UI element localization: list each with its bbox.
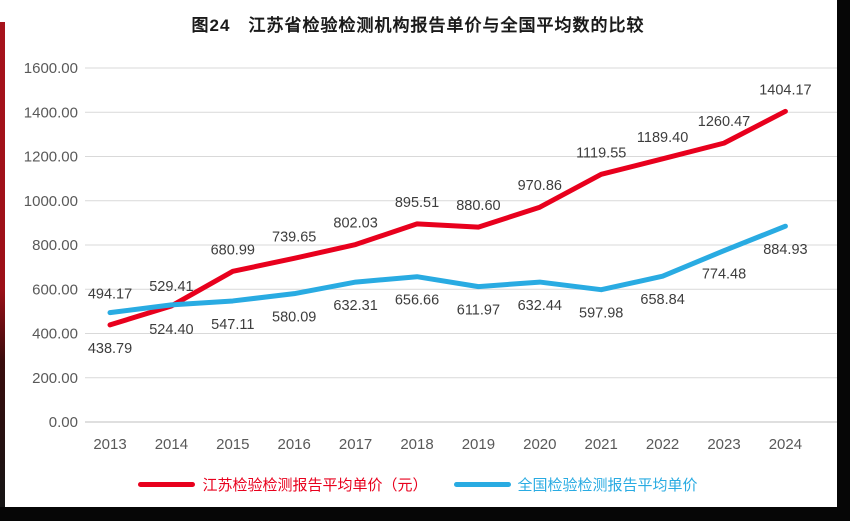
- x-axis-tick-label: 2024: [769, 436, 802, 453]
- chart-title: 图24 江苏省检验检测机构报告单价与全国平均数的比较: [191, 16, 645, 35]
- scan-edge-right: [837, 0, 850, 521]
- data-label: 656.66: [395, 293, 439, 309]
- chart-legend: 江苏检验检测报告平均单价（元） 全国检验检测报告平均单价: [0, 468, 836, 500]
- data-label: 895.51: [395, 195, 439, 211]
- data-label: 494.17: [88, 287, 132, 303]
- y-axis-tick-label: 400.00: [32, 326, 78, 343]
- data-label: 1189.40: [637, 130, 688, 146]
- y-axis-tick-label: 1200.00: [24, 149, 78, 166]
- x-axis-tick-label: 2017: [339, 436, 372, 453]
- data-label: 1119.55: [576, 145, 626, 161]
- data-label: 970.86: [518, 178, 562, 194]
- x-axis-tick-label: 2020: [523, 436, 556, 453]
- legend-label-national: 全国检验检测报告平均单价: [517, 476, 698, 494]
- data-label: 880.60: [456, 198, 500, 214]
- data-label: 680.99: [211, 242, 255, 258]
- legend-swatch-jiangsu: [138, 481, 196, 487]
- data-label: 632.44: [518, 298, 562, 314]
- x-axis-tick-label: 2013: [93, 436, 126, 453]
- y-axis-tick-label: 1000.00: [24, 193, 78, 210]
- y-axis-tick-label: 0.00: [49, 414, 78, 431]
- y-axis-tick-label: 800.00: [32, 237, 78, 254]
- data-label: 1404.17: [759, 82, 811, 98]
- data-label: 597.98: [579, 306, 623, 322]
- series-line-1[interactable]: [107, 223, 788, 316]
- data-label: 774.48: [702, 267, 746, 283]
- legend-item-national[interactable]: 全国检验检测报告平均单价: [453, 474, 698, 495]
- data-label: 739.65: [272, 229, 316, 245]
- scan-edge-bottom: [0, 507, 850, 521]
- data-label: 802.03: [333, 216, 377, 232]
- data-label: 524.40: [149, 322, 193, 338]
- data-label: 884.93: [763, 242, 807, 258]
- data-label: 438.79: [88, 341, 132, 357]
- data-label: 658.84: [640, 292, 684, 308]
- data-label: 547.11: [211, 317, 254, 333]
- data-label: 611.97: [457, 303, 500, 319]
- x-axis-tick-label: 2023: [707, 436, 740, 453]
- legend-item-jiangsu[interactable]: 江苏检验检测报告平均单价（元）: [138, 474, 428, 495]
- legend-label-jiangsu: 江苏检验检测报告平均单价（元）: [202, 476, 428, 494]
- legend-swatch-national: [453, 481, 511, 487]
- y-axis-tick-label: 1600.00: [24, 60, 78, 77]
- y-axis-tick-label: 200.00: [32, 370, 78, 387]
- x-axis-tick-label: 2014: [155, 436, 188, 453]
- series-line-0[interactable]: [107, 108, 788, 328]
- scan-edge-left: [0, 22, 5, 507]
- data-label: 632.31: [333, 298, 377, 314]
- x-axis-tick-label: 2021: [585, 436, 618, 453]
- data-label: 580.09: [272, 310, 316, 326]
- x-axis-tick-label: 2018: [400, 436, 433, 453]
- x-axis-tick-label: 2022: [646, 436, 679, 453]
- x-axis-tick-label: 2019: [462, 436, 495, 453]
- y-axis-tick-label: 600.00: [32, 281, 78, 298]
- data-label: 1260.47: [698, 114, 750, 130]
- x-axis-tick-label: 2015: [216, 436, 249, 453]
- y-axis-tick-label: 1400.00: [24, 104, 78, 121]
- data-label: 529.41: [149, 279, 193, 295]
- x-axis-tick-label: 2016: [278, 436, 311, 453]
